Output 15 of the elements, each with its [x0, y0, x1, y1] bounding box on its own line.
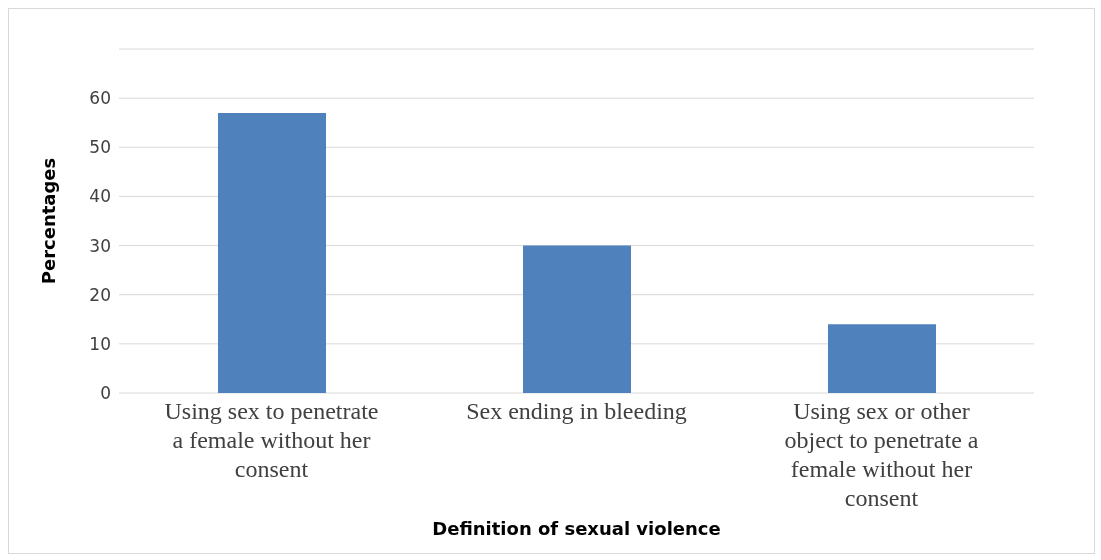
- x-axis-title: Definition of sexual violence: [432, 518, 721, 539]
- bar: [218, 112, 326, 393]
- bar: [828, 324, 936, 393]
- y-axis-title: Percentages: [38, 157, 60, 285]
- y-tick-label: 0: [100, 383, 111, 404]
- y-tick-label: 10: [89, 333, 111, 354]
- x-tick-label: Using sex to penetrate a female without her consent: [164, 398, 379, 482]
- bar: [523, 245, 631, 393]
- y-tick-label: 30: [89, 235, 111, 256]
- x-tick-label: Using sex or other object to penetrate a female without her consent: [784, 398, 979, 511]
- y-tick-label: 40: [89, 186, 111, 207]
- y-tick-label: 20: [89, 284, 111, 305]
- y-tick-label: 60: [89, 88, 111, 109]
- x-tick-label: Sex ending in bleeding: [466, 398, 687, 424]
- y-tick-label: 50: [89, 137, 111, 158]
